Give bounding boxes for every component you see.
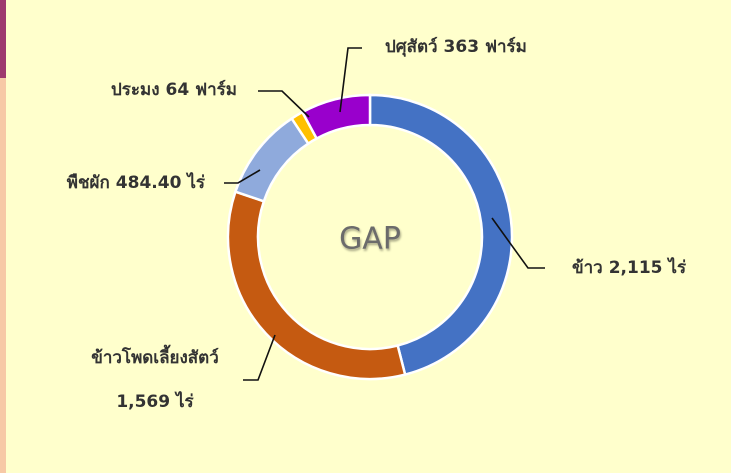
leader-line — [491, 217, 545, 269]
side-accent — [0, 0, 6, 78]
leader-line — [243, 334, 276, 381]
label-category: พืชผัก — [67, 172, 110, 193]
donut-segment — [300, 93, 372, 141]
label-category: ประมง — [111, 80, 160, 100]
label-category: ปศุสัตว์ — [385, 36, 438, 57]
label-category: ข้าวโพดเลี้ยงสัตว์ — [91, 344, 219, 368]
data-label: พืชผัก 484.40 ไร่ — [67, 172, 206, 193]
leader-line — [258, 90, 310, 118]
label-value: 2,115 ไร่ — [609, 257, 687, 278]
label-category: ข้าว — [572, 258, 603, 278]
leader-line — [339, 47, 362, 113]
label-value: 1,569 ไร่ — [116, 391, 194, 412]
center-label: GAP — [339, 222, 401, 257]
data-label: ประมง 64 ฟาร์ม — [111, 79, 237, 100]
data-label: ข้าวโพดเลี้ยงสัตว์ 1,569 ไร่ — [91, 344, 219, 412]
label-value: 363 ฟาร์ม — [444, 36, 527, 57]
data-label: ข้าว 2,115 ไร่ — [572, 257, 687, 278]
donut-segment — [368, 93, 514, 377]
side-strip — [0, 78, 6, 473]
leader-line — [224, 169, 261, 184]
data-label: ปศุสัตว์ 363 ฟาร์ม — [385, 36, 527, 57]
label-value: 64 ฟาร์ม — [166, 79, 238, 100]
label-value: 484.40 ไร่ — [116, 172, 206, 193]
